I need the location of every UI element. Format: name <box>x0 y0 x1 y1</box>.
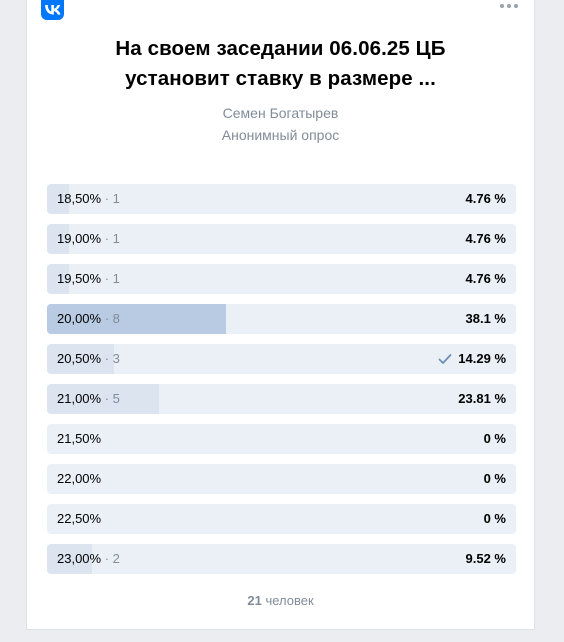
poll-option-percent: 14.29 % <box>458 351 506 366</box>
poll-option-percent: 0 % <box>483 431 506 446</box>
poll-option-count: · 1 <box>101 191 120 206</box>
poll-option-percent-box: 4.76 % <box>466 224 506 254</box>
poll-card: На своем заседании 06.06.25 ЦБ установит… <box>26 0 535 630</box>
poll-option[interactable]: 23,00% · 2 9.52 % <box>47 544 516 574</box>
poll-option-percent-box: 0 % <box>484 504 506 534</box>
poll-title: На своем заседании 06.06.25 ЦБ установит… <box>115 37 446 90</box>
poll-type: Анонимный опрос <box>221 127 340 143</box>
poll-option-fill <box>47 384 159 414</box>
more-horizontal-icon <box>500 4 504 8</box>
poll-option-fill <box>47 344 115 374</box>
poll-option-value: 23,00% <box>57 551 102 566</box>
poll-option-percent: 4.76 % <box>465 271 506 286</box>
poll-option[interactable]: 20,00% · 8 38.1 % <box>47 304 516 334</box>
poll-option-label: 21,50% <box>57 424 101 454</box>
poll-option-label: 20,50% · 3 <box>57 344 120 374</box>
poll-option-count: · 3 <box>101 351 120 366</box>
poll-option-fill <box>47 264 70 294</box>
poll-option-percent: 38.1 % <box>465 311 506 326</box>
poll-option-percent-box: 23.81 % <box>458 384 506 414</box>
poll-option-label: 18,50% · 1 <box>57 184 120 214</box>
poll-option-percent: 0 % <box>483 511 506 526</box>
poll-option-percent-box: 9.52 % <box>466 544 506 574</box>
poll-option-percent: 23.81 % <box>458 391 506 406</box>
poll-option-value: 21,00% <box>57 391 102 406</box>
poll-option-label: 19,00% · 1 <box>57 224 120 254</box>
poll-total-label: человек <box>265 593 314 608</box>
poll-option-label: 22,00% <box>57 464 101 494</box>
poll-option-count: · 5 <box>101 391 120 406</box>
poll-option[interactable]: 22,00% 0 % <box>47 464 516 494</box>
poll-option-value: 20,00% <box>57 311 102 326</box>
poll-option-fill <box>47 224 70 254</box>
poll-option-value: 22,50% <box>57 511 102 526</box>
poll-option[interactable]: 22,50% 0 % <box>47 504 516 534</box>
poll-option-value: 21,50% <box>57 431 102 446</box>
poll-author[interactable]: Семен Богатырев <box>222 105 339 121</box>
poll-option-count: · 1 <box>101 231 120 246</box>
poll-option-label: 22,50% <box>57 504 101 534</box>
poll-option[interactable]: 20,50% · 3 14.29 % <box>47 344 516 374</box>
poll-option-percent-box: 4.76 % <box>466 264 506 294</box>
poll-options: 18,50% · 1 4.76 % 19,00% · 1 4.76 % 19,50% ·… <box>47 184 516 584</box>
poll-option[interactable]: 21,00% · 5 23.81 % <box>47 384 516 414</box>
poll-option-percent: 0 % <box>483 471 506 486</box>
poll-total-number: 21 <box>247 593 262 608</box>
checkmark-icon <box>438 354 452 364</box>
poll-option-value: 19,50% <box>57 271 102 286</box>
poll-option-value: 19,00% <box>57 231 102 246</box>
poll-option[interactable]: 19,50% · 1 4.76 % <box>47 264 516 294</box>
poll-option-percent-box: 0 % <box>484 464 506 494</box>
poll-option-label: 21,00% · 5 <box>57 384 120 414</box>
poll-option-percent-box: 4.76 % <box>466 184 506 214</box>
poll-option[interactable]: 21,50% 0 % <box>47 424 516 454</box>
poll-option-percent-box: 38.1 % <box>466 304 506 334</box>
poll-option[interactable]: 19,00% · 1 4.76 % <box>47 224 516 254</box>
poll-option-fill <box>47 184 70 214</box>
poll-option-count: · 2 <box>101 551 120 566</box>
poll-option-percent-box: 0 % <box>484 424 506 454</box>
poll-option-label: 19,50% · 1 <box>57 264 120 294</box>
poll-option[interactable]: 18,50% · 1 4.76 % <box>47 184 516 214</box>
poll-option-count: · 8 <box>101 311 120 326</box>
poll-option-percent-box: 14.29 % <box>438 344 506 374</box>
poll-option-label: 23,00% · 2 <box>57 544 120 574</box>
poll-option-percent: 9.52 % <box>465 551 506 566</box>
poll-option-label: 20,00% · 8 <box>57 304 120 334</box>
poll-option-fill <box>47 544 92 574</box>
poll-total-voters[interactable]: 21 человек <box>27 593 534 608</box>
poll-option-value: 20,50% <box>57 351 102 366</box>
more-options-button[interactable] <box>500 4 518 8</box>
poll-option-value: 22,00% <box>57 471 102 486</box>
poll-option-fill <box>47 304 226 334</box>
vk-logo-icon[interactable] <box>41 0 64 20</box>
poll-option-count: · 1 <box>101 271 120 286</box>
poll-option-value: 18,50% <box>57 191 102 206</box>
poll-option-percent: 4.76 % <box>465 231 506 246</box>
poll-option-percent: 4.76 % <box>465 191 506 206</box>
